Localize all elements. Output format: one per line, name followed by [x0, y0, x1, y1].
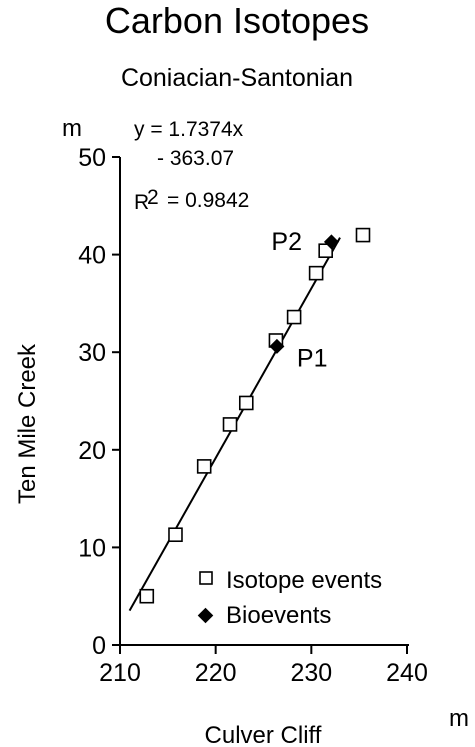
y-tick-label: 0 [92, 632, 106, 660]
isotope-event-point [238, 395, 254, 411]
isotope-event-point [222, 417, 238, 432]
y-ticks: 0 10 20 30 40 50 [78, 144, 120, 660]
x-tick-label: 220 [195, 659, 237, 687]
legend-square-marker [199, 571, 213, 585]
point-labels: P1 P2 [271, 228, 327, 372]
isotope-event-point [355, 227, 371, 243]
x-axis-title: Culver Cliff [205, 722, 322, 747]
legend-diamond-marker [197, 607, 214, 624]
bioevent-point [323, 234, 339, 250]
isotope-event-point [139, 588, 155, 604]
x-ticks: 210 220 230 240 [99, 645, 428, 687]
isotope-event-point [318, 243, 333, 258]
isotope-event-point [168, 527, 183, 543]
isotope-event-point [196, 459, 212, 474]
equation-line-2: - 363.07 [157, 147, 234, 170]
equation-line-1: y = 1.7374x [134, 118, 244, 141]
r-squared-exponent: 2 [147, 186, 159, 209]
bioevent-point [269, 338, 285, 354]
y-axis-title: Ten Mile Creek [14, 343, 41, 504]
chart-title: Carbon Isotopes [105, 0, 369, 41]
r-squared-label: R [134, 191, 149, 214]
y-unit-label: m [62, 115, 82, 142]
x-tick-label: 240 [386, 659, 428, 687]
legend-label-bioevents: Bioevents [226, 602, 331, 629]
x-tick-label: 230 [290, 659, 332, 687]
y-tick-label: 10 [78, 534, 106, 562]
y-tick-label: 30 [78, 339, 106, 367]
isotope-event-point [308, 265, 324, 281]
legend-label-isotope-events: Isotope events [226, 567, 382, 594]
data-points [139, 227, 371, 604]
y-tick-label: 20 [78, 437, 106, 465]
y-tick-label: 50 [78, 144, 106, 172]
x-unit-label: m [449, 705, 469, 732]
isotope-event-point [286, 309, 302, 325]
legend: Isotope events Bioevents [197, 567, 382, 629]
r-squared-value: = 0.9842 [167, 189, 249, 212]
bioevent-label-p1: P1 [297, 344, 328, 372]
bioevent-label-p2: P2 [271, 228, 302, 256]
chart-subtitle: Coniacian-Santonian [121, 64, 353, 92]
y-tick-label: 40 [78, 242, 106, 270]
x-tick-label: 210 [99, 659, 141, 687]
